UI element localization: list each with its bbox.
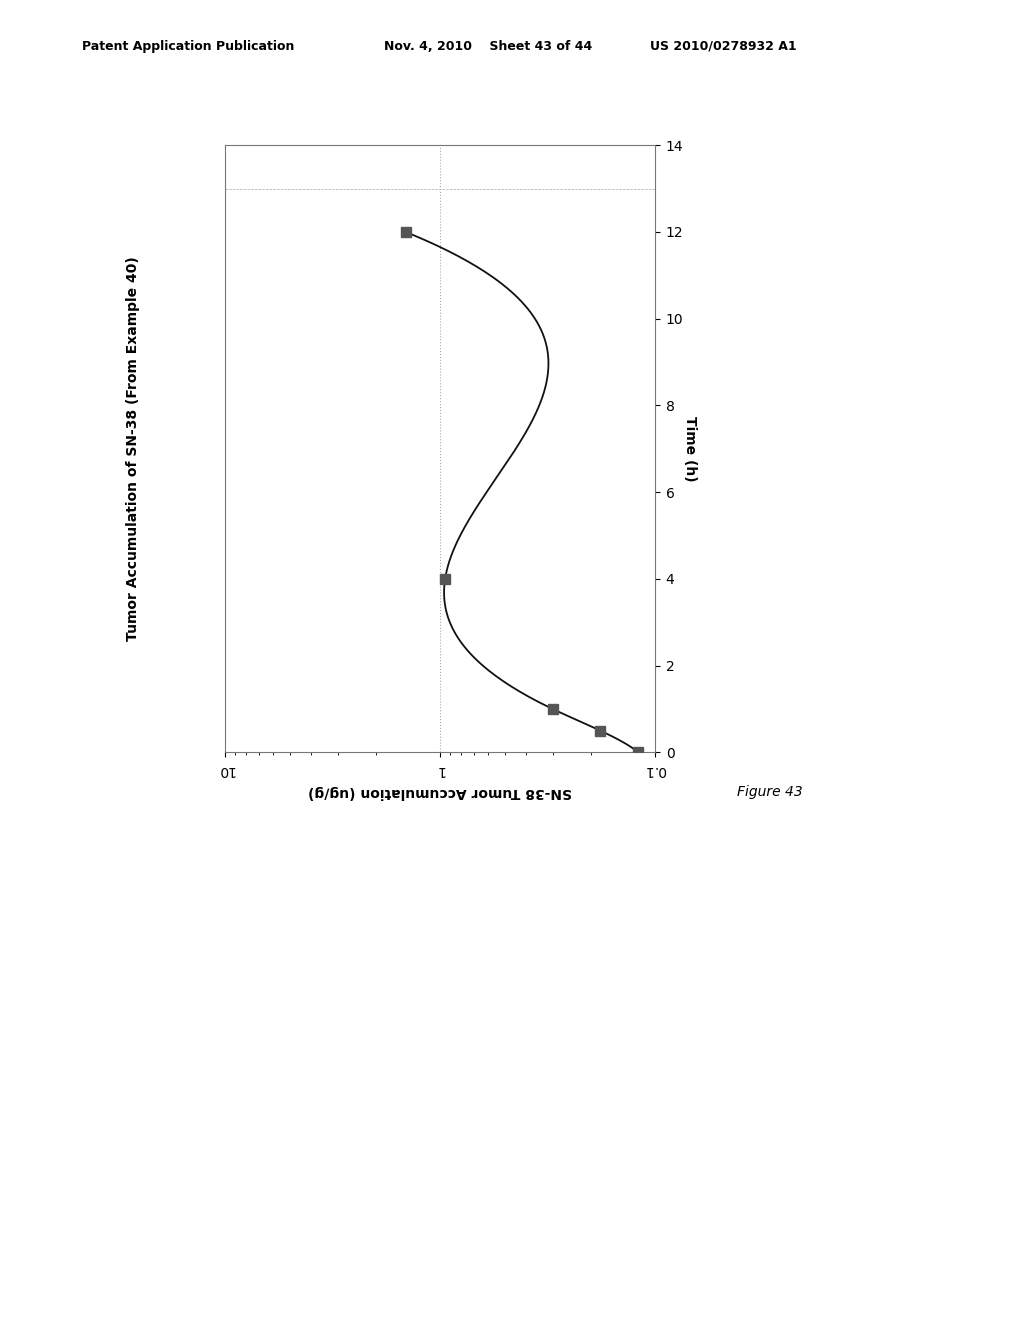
Text: Nov. 4, 2010    Sheet 43 of 44: Nov. 4, 2010 Sheet 43 of 44 [384, 40, 592, 53]
Y-axis label: Time (h): Time (h) [683, 416, 697, 482]
Text: Tumor Accumulation of SN-38 (From Example 40): Tumor Accumulation of SN-38 (From Exampl… [126, 256, 140, 642]
Text: Figure 43: Figure 43 [737, 784, 803, 799]
Text: Patent Application Publication: Patent Application Publication [82, 40, 294, 53]
X-axis label: SN-38 Tumor Accumulation (ug/g): SN-38 Tumor Accumulation (ug/g) [308, 785, 572, 799]
Text: US 2010/0278932 A1: US 2010/0278932 A1 [650, 40, 797, 53]
